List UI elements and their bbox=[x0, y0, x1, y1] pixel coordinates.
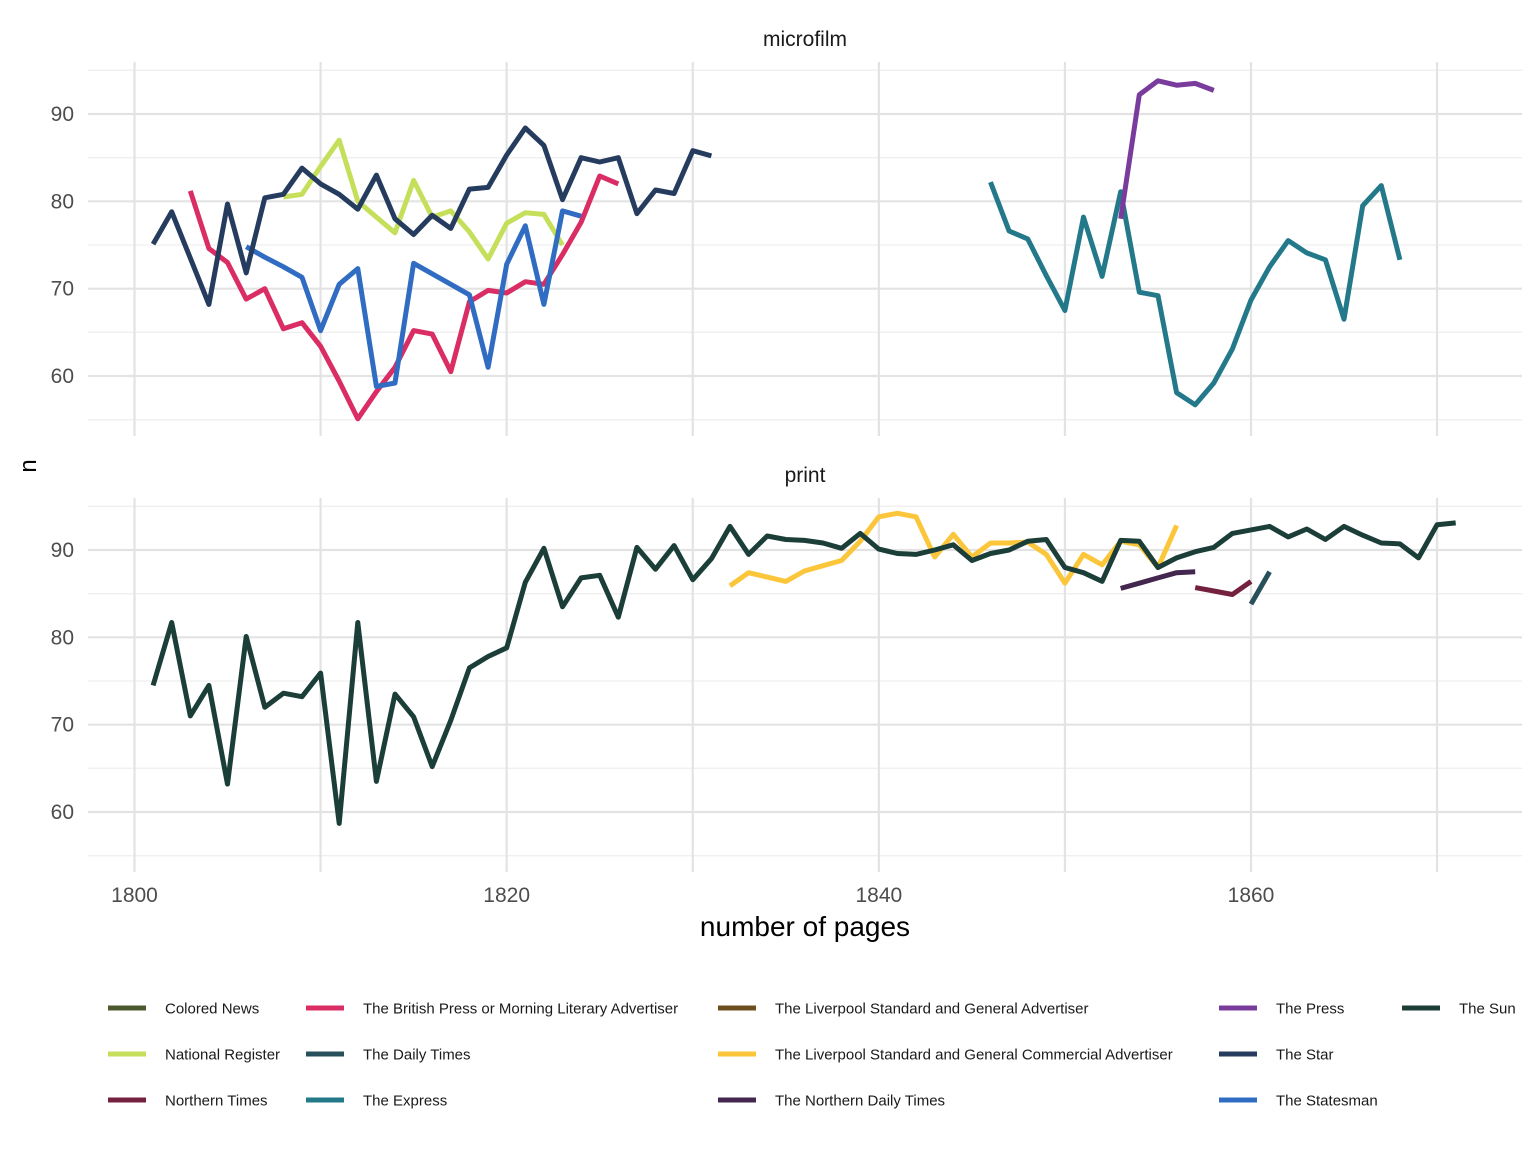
legend-label: The Star bbox=[1276, 1047, 1334, 1064]
y-tick-label: 60 bbox=[51, 801, 74, 824]
series-line-the-liverpool-standard-and-general-commercial-advertiser bbox=[728, 510, 1179, 588]
legend-item-the-liverpool-standard-and-general-advertiser: The Liverpool Standard and General Adver… bbox=[718, 1001, 1089, 1018]
series-line-the-star bbox=[150, 125, 713, 307]
legend-label: National Register bbox=[165, 1047, 280, 1064]
y-tick-label: 70 bbox=[51, 714, 74, 737]
legend-label: Northern Times bbox=[165, 1093, 268, 1110]
x-tick-label: 1840 bbox=[855, 884, 902, 907]
legend-label: The Daily Times bbox=[363, 1047, 471, 1064]
facet-title: print bbox=[785, 464, 826, 487]
series-line-the-northern-daily-times bbox=[1120, 569, 1196, 591]
legend-item-the-northern-daily-times: The Northern Daily Times bbox=[718, 1093, 945, 1110]
series-line-the-press bbox=[1118, 78, 1215, 220]
legend-label: The Liverpool Standard and General Adver… bbox=[775, 1001, 1089, 1018]
x-tick-label: 1820 bbox=[483, 884, 530, 907]
legend-label: The Statesman bbox=[1276, 1093, 1378, 1110]
legend-label: The Express bbox=[363, 1093, 447, 1110]
x-tick-label: 1800 bbox=[111, 884, 158, 907]
legend-item-the-british-press-or-morning-literary-advertiser: The British Press or Morning Literary Ad… bbox=[306, 1001, 678, 1018]
legend-item-colored-news: Colored News bbox=[108, 1001, 259, 1018]
legend-label: The Press bbox=[1276, 1001, 1344, 1018]
legend-item-the-press: The Press bbox=[1219, 1001, 1344, 1018]
series-line-the-express bbox=[988, 181, 1403, 408]
panel-print: print 60 70 80 90 bbox=[51, 464, 1522, 872]
legend-label: The Sun bbox=[1459, 1001, 1516, 1018]
legend-item-the-statesman: The Statesman bbox=[1219, 1093, 1378, 1110]
facet-title: microfilm bbox=[763, 28, 847, 51]
legend-item-the-star: The Star bbox=[1219, 1047, 1334, 1064]
x-axis-title: number of pages bbox=[700, 911, 910, 942]
legend-label: Colored News bbox=[165, 1001, 259, 1018]
y-tick-label: 80 bbox=[51, 626, 74, 649]
y-tick-label: 70 bbox=[51, 278, 74, 301]
legend-item-the-sun: The Sun bbox=[1402, 1001, 1516, 1018]
y-tick-label: 90 bbox=[51, 539, 74, 562]
y-tick-label: 90 bbox=[51, 103, 74, 126]
legend-item-the-express: The Express bbox=[306, 1093, 447, 1110]
panel-microfilm: microfilm 60 70 80 90 bbox=[51, 28, 1522, 436]
legend-label: The Northern Daily Times bbox=[775, 1093, 945, 1110]
legend-label: The Liverpool Standard and General Comme… bbox=[775, 1047, 1173, 1064]
y-axis-title: n bbox=[15, 459, 42, 472]
legend-item-the-liverpool-standard-and-general-commercial-advertiser: The Liverpool Standard and General Comme… bbox=[718, 1047, 1173, 1064]
y-tick-label: 80 bbox=[51, 190, 74, 213]
x-tick-label: 1860 bbox=[1228, 884, 1275, 907]
series-line-national-register bbox=[283, 137, 565, 262]
legend-label: The British Press or Morning Literary Ad… bbox=[363, 1001, 678, 1018]
series-line-northern-times bbox=[1194, 579, 1253, 597]
legend-item-national-register: National Register bbox=[108, 1047, 280, 1064]
legend-item-northern-times: Northern Times bbox=[108, 1093, 268, 1110]
legend: Colored News National Register Northern Ti… bbox=[108, 1001, 1516, 1110]
series-line-the-statesman bbox=[244, 208, 582, 389]
series-line-the-sun bbox=[150, 520, 1456, 826]
series-line-the-daily-times bbox=[1248, 570, 1272, 606]
legend-item-the-daily-times: The Daily Times bbox=[306, 1047, 471, 1064]
y-tick-label: 60 bbox=[51, 365, 74, 388]
